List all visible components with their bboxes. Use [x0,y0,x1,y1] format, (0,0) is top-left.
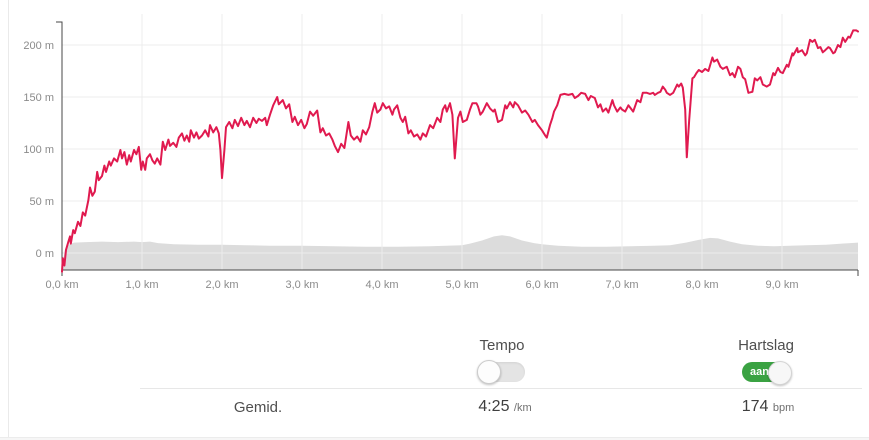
summary-divider [140,388,862,389]
hartslag-toggle-state: aan [750,366,769,378]
hartslag-control: Hartslag aan [706,337,826,385]
average-pace-value: 4:25 [478,398,510,415]
x-axis-tick-label: 7,0 km [605,279,638,291]
y-axis-tick-label: 100 m [23,144,54,156]
elevation-heartrate-chart[interactable]: 200 m 150 m 100 m 50 m 0 m 0,0 km 1,0 km 2,0 km… [0,0,869,300]
y-axis-tick-label: 50 m [30,196,54,208]
tempo-toggle[interactable] [477,360,525,384]
x-axis-tick-label: 3,0 km [285,279,318,291]
average-hr-value: 174 [741,398,769,415]
hartslag-toggle[interactable]: aan [742,361,792,385]
x-axis-tick-label: 6,0 km [525,279,558,291]
y-axis-tick-label: 200 m [23,40,54,52]
hartslag-toggle-knob[interactable] [768,361,792,385]
x-axis-tick-label: 8,0 km [685,279,718,291]
y-axis-tick-label: 150 m [23,92,54,104]
heartrate-line [61,29,859,273]
y-axis-tick-label: 0 m [36,248,54,260]
average-row-label: Gemid. [233,399,283,416]
hartslag-label: Hartslag [738,337,794,354]
average-hr-unit: bpm [772,402,795,414]
x-axis-tick-label: 1,0 km [125,279,158,291]
tempo-label: Tempo [479,337,525,354]
x-axis-tick-label: 5,0 km [445,279,478,291]
average-heartrate: 174 bpm [703,398,833,416]
tempo-control: Tempo [442,337,562,384]
panel-bottom-border [0,437,869,440]
average-pace-unit: /km [513,402,532,414]
x-axis-tick-label: 9,0 km [765,279,798,291]
tempo-toggle-knob[interactable] [477,360,501,384]
average-pace: 4:25 /km [440,398,570,416]
x-axis-tick-label: 0,0 km [45,279,78,291]
panel-left-border [8,0,9,440]
x-axis-tick-label: 4,0 km [365,279,398,291]
x-axis-tick-label: 2,0 km [205,279,238,291]
